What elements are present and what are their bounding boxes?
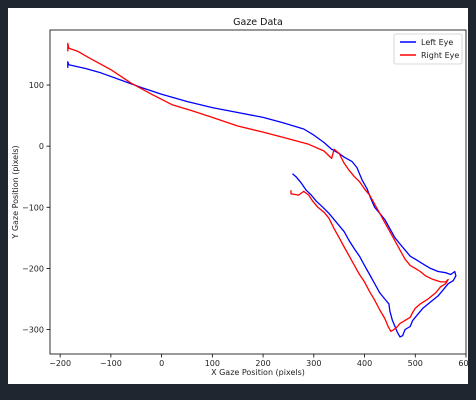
- chart-title: Gaze Data: [233, 17, 283, 28]
- x-tick-label: 100: [205, 359, 220, 368]
- y-tick-label: −100: [22, 203, 44, 212]
- gaze-plot: Gaze Data −200 −100 0 100 200 300 400 500 600 −3…: [11, 17, 468, 377]
- y-axis-ticks: −300 −200 −100 0 100: [22, 81, 50, 335]
- x-tick-label: 300: [306, 359, 321, 368]
- x-tick-label: 600: [458, 359, 468, 368]
- x-tick-label: −200: [49, 359, 71, 368]
- right-eye-series-line: [67, 42, 449, 333]
- y-axis-label: Y Gaze Position (pixels): [11, 145, 20, 239]
- y-tick-label: −200: [22, 264, 44, 273]
- x-tick-label: 0: [159, 359, 164, 368]
- x-axis-ticks: −200 −100 0 100 200 300 400 500 600: [49, 354, 468, 368]
- x-tick-label: 200: [255, 359, 270, 368]
- x-tick-label: 500: [408, 359, 423, 368]
- x-tick-label: −100: [100, 359, 122, 368]
- legend-label-right-eye: Right Eye: [421, 51, 459, 60]
- figure: Gaze Data −200 −100 0 100 200 300 400 500 600 −3…: [8, 8, 468, 384]
- y-tick-label: −300: [22, 326, 44, 335]
- legend-label-left-eye: Left Eye: [421, 38, 453, 47]
- y-tick-label: 100: [29, 81, 44, 90]
- x-axis-label: X Gaze Position (pixels): [211, 368, 305, 377]
- y-tick-label: 0: [39, 142, 44, 151]
- plot-area: [49, 29, 467, 355]
- legend: Left Eye Right Eye: [393, 33, 463, 65]
- left-eye-series-line: [67, 61, 457, 338]
- series-layer: [67, 42, 457, 338]
- x-tick-label: 400: [357, 359, 372, 368]
